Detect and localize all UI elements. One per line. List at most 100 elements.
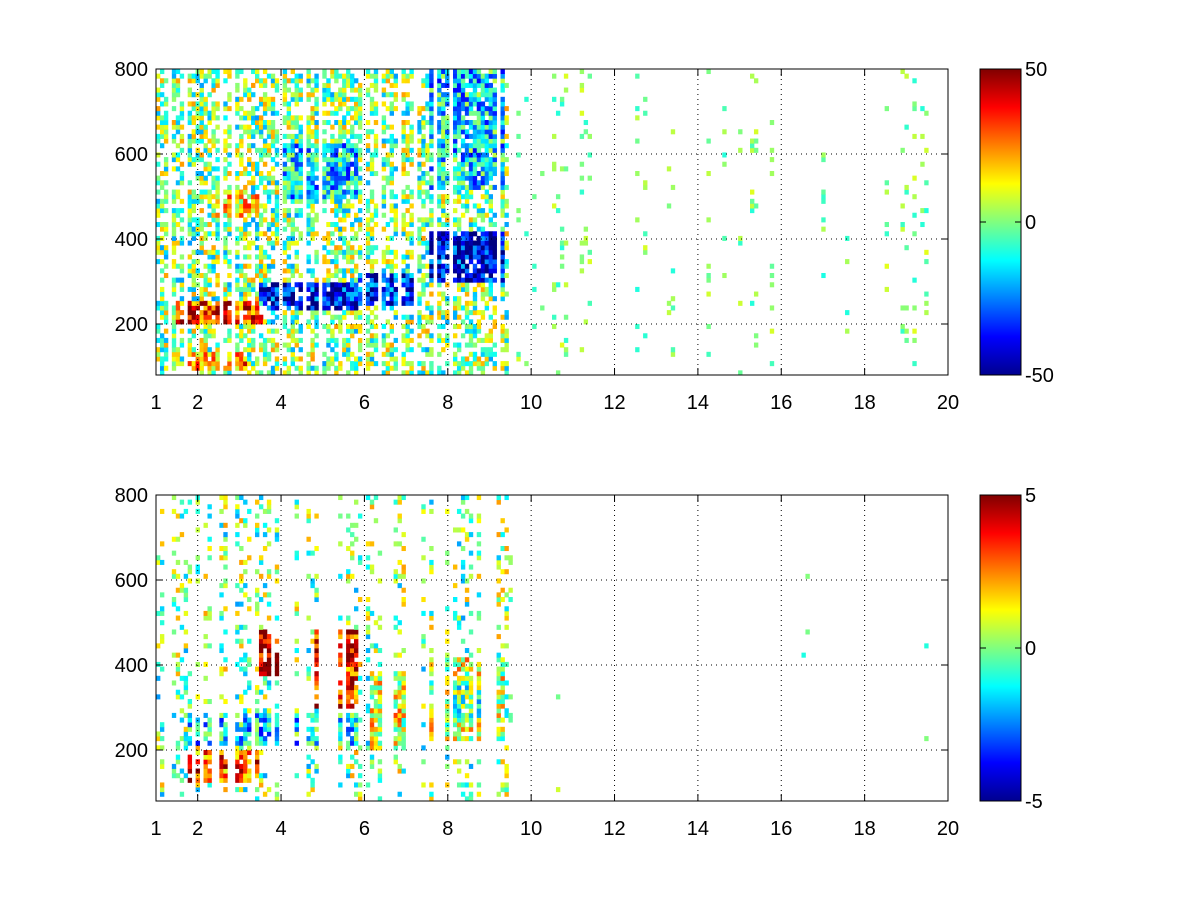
heatmap-cell [496,675,501,681]
heatmap-cell [753,138,759,144]
heatmap-cell [334,69,339,75]
heatmap-cell [326,235,331,241]
heatmap-cell [338,296,343,302]
heatmap-cell [357,101,363,107]
heatmap-cell [195,106,200,112]
heatmap-cell [207,615,212,621]
heatmap-cell [464,286,470,292]
heatmap-cell [912,328,917,334]
heatmap-cell [456,361,462,367]
heatmap-cell [425,305,430,311]
heatmap-cell [441,110,446,116]
heatmap-cell [310,296,315,302]
heatmap-cell [476,541,482,547]
heatmap-cell [203,615,208,621]
heatmap-cell [464,587,470,593]
heatmap-cell [468,342,474,348]
heatmap-cell [342,212,347,218]
heatmap-cell [207,319,212,325]
heatmap-cell [373,740,379,746]
heatmap-cell [453,712,458,718]
heatmap-cell [306,194,311,200]
heatmap-cell [373,82,379,88]
heatmap-cell [338,208,343,214]
heatmap-cell [262,291,268,297]
heatmap-cell [255,263,260,269]
heatmap-cell [500,328,505,334]
heatmap-cell [258,291,264,297]
heatmap-cell [401,120,406,126]
heatmap-cell [255,73,260,79]
heatmap-cell [453,87,458,93]
heatmap-cell [381,157,387,163]
heatmap-cell [187,217,193,223]
heatmap-cell [706,217,711,223]
heatmap-cell [290,286,295,292]
heatmap-cell [286,370,292,376]
heatmap-cell [480,337,486,343]
heatmap-cell [441,314,446,320]
heatmap-cell [373,143,379,149]
heatmap-cell [274,361,280,367]
heatmap-cell [258,222,264,228]
heatmap-cell [401,717,406,723]
heatmap-cell [306,69,311,75]
heatmap-cell [207,249,212,255]
heatmap-cell [464,245,470,251]
heatmap-cell [159,245,165,251]
heatmap-cell [437,143,442,149]
heatmap-cell [504,120,509,126]
heatmap-cell [342,180,347,186]
heatmap-cell [187,328,193,334]
heatmap-cell [171,286,177,292]
heatmap-cell [445,629,450,635]
heatmap-cell [207,231,212,237]
heatmap-cell [488,273,493,279]
heatmap-cell [187,254,193,260]
heatmap-cell [159,342,165,348]
heatmap-cell [203,147,208,153]
heatmap-cell [643,96,648,102]
heatmap-cell [421,722,426,728]
heatmap-cell [500,296,505,302]
heatmap-cell [381,101,387,107]
heatmap-cell [235,356,240,362]
heatmap-cell [500,245,505,251]
heatmap-cell [456,166,462,172]
heatmap-cell [476,518,482,524]
heatmap-cell [251,82,256,88]
heatmap-cell [342,235,347,241]
heatmap-cell [464,143,470,149]
heatmap-cell [306,73,311,79]
heatmap-cell [322,184,327,190]
heatmap-cell [472,249,478,255]
heatmap-cell [215,342,220,348]
heatmap-cell [417,254,422,260]
heatmap-cell [350,189,355,195]
heatmap-cell [306,286,311,292]
heatmap-cell [274,222,280,228]
heatmap-cell [468,161,474,167]
heatmap-cell [255,226,260,232]
heatmap-cell [175,120,181,126]
heatmap-cell [369,643,375,649]
heatmap-cell [199,106,204,112]
heatmap-cell [175,587,181,593]
heatmap-cell [385,286,391,292]
heatmap-cell [437,166,442,172]
heatmap-cell [270,319,276,325]
heatmap-cell [504,615,509,621]
heatmap-cell [191,310,196,316]
heatmap-cell [330,300,335,306]
heatmap-cell [175,78,181,84]
heatmap-cell [262,296,268,302]
heatmap-cell [393,365,398,371]
heatmap-cell [286,212,292,218]
heatmap-cell [484,254,490,260]
heatmap-cell [480,310,486,316]
heatmap-cell [227,226,232,232]
heatmap-cell [187,157,193,163]
heatmap-cell [365,606,371,612]
heatmap-cell [294,208,299,214]
heatmap-cell [389,73,394,79]
